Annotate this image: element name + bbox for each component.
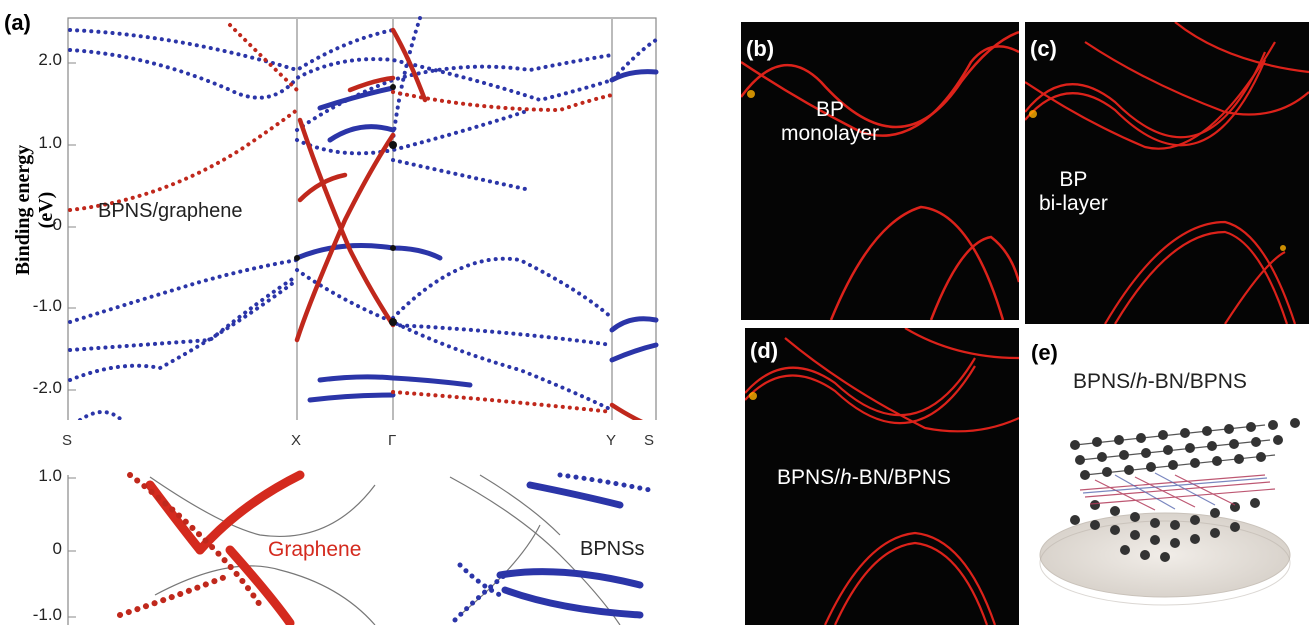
panel-d-label: (d) bbox=[750, 338, 779, 363]
panel-c-caption: BP bi-layer bbox=[1039, 168, 1108, 216]
panel-e-label: (e) bbox=[1031, 340, 1058, 365]
y-tick: 2.0 bbox=[38, 50, 62, 69]
panel-e-caption: BPNS/h-BN/BPNS bbox=[1073, 370, 1247, 394]
x-tick: Γ bbox=[388, 432, 397, 449]
panel-d-caption-italic: h bbox=[840, 466, 852, 489]
panel-a-label: (a) bbox=[4, 10, 31, 35]
band-structure-plot bbox=[67, 16, 659, 420]
x-tick: S bbox=[62, 432, 73, 449]
panel-b-label: (b) bbox=[746, 36, 775, 61]
inset-y-tick: 0 bbox=[52, 539, 62, 558]
inset-y-tick: 1.0 bbox=[38, 466, 62, 485]
graphene-label: Graphene bbox=[268, 538, 362, 561]
panel-b-caption-line2: monolayer bbox=[781, 122, 880, 146]
panel-d-caption-pre: BPNS/ bbox=[777, 466, 841, 489]
inset-y-tick: -1.0 bbox=[32, 605, 62, 624]
panel-e-caption-pre: BPNS/ bbox=[1073, 370, 1137, 393]
panel-b-bands bbox=[741, 30, 1019, 320]
panel-d-caption-post: -BN/BPNS bbox=[851, 466, 951, 489]
panel-c-label: (c) bbox=[1030, 36, 1057, 61]
x-tick: X bbox=[291, 432, 302, 449]
panel-b-caption-line1: BP bbox=[816, 98, 845, 121]
x-tick: Y bbox=[606, 432, 617, 449]
y-tick: -2.0 bbox=[32, 378, 62, 397]
panel-e-caption-post: -BN/BPNS bbox=[1147, 370, 1247, 393]
panel-c-caption-line2: bi-layer bbox=[1039, 192, 1108, 216]
y-tick: 1.0 bbox=[38, 133, 62, 152]
bpns-graphene-annotation: BPNS/graphene bbox=[98, 200, 243, 222]
y-tick: -1.0 bbox=[32, 296, 62, 315]
heterostructure-illustration bbox=[1039, 418, 1300, 606]
bpns-label: BPNSs bbox=[580, 538, 645, 560]
panel-b: (b) BP monolayer bbox=[741, 22, 1019, 320]
panel-b-caption: BP monolayer bbox=[781, 98, 879, 146]
panel-c-caption-line1: BP bbox=[1059, 168, 1088, 191]
panel-e-caption-italic: h bbox=[1136, 370, 1148, 393]
x-tick: S bbox=[644, 432, 655, 449]
inset-band-plot bbox=[67, 470, 653, 625]
panel-d-bands bbox=[745, 328, 1019, 625]
panel-c: (c) BP bi-layer bbox=[1025, 22, 1309, 324]
panel-d: (d) BPNS/h-BN/BPNS bbox=[745, 328, 1019, 625]
panel-c-bands bbox=[1025, 22, 1309, 324]
panel-d-caption: BPNS/h-BN/BPNS bbox=[777, 466, 951, 490]
y-tick: 0 bbox=[52, 215, 62, 234]
